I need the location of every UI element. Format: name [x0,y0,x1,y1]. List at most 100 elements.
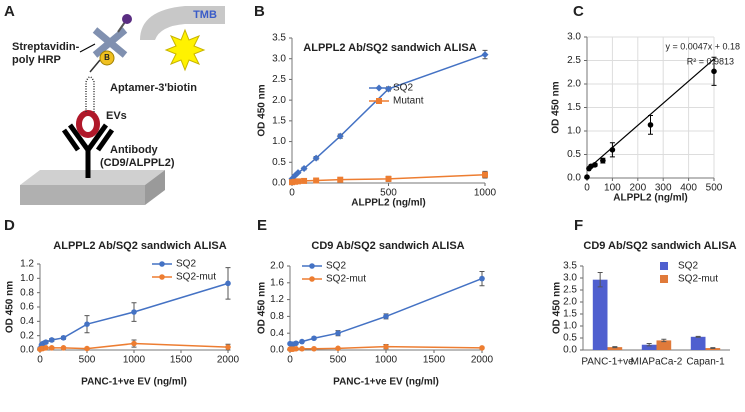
y-axis-label: OD 450 nm [257,84,268,136]
x-tick-label: 2000 [471,355,494,366]
x-tick-label: 1000 [375,355,398,366]
point [337,176,344,183]
point [479,275,485,282]
x-axis-label: PANC-1+ve EV (ng/ml) [81,377,187,388]
error-bar [695,335,701,338]
y-tick-label: 2.5 [567,55,581,66]
biotin-label: B [104,53,110,62]
point [131,340,137,347]
point [312,154,320,162]
x-tick-label: 100 [604,183,621,194]
x-axis-label: ALPPL2 (ng/ml) [613,193,687,204]
ev [76,110,100,138]
point [711,68,717,75]
y-tick-label: 1.6 [270,277,284,288]
pointer [79,43,96,53]
reagent-label: TMB [193,9,217,21]
point [289,179,295,186]
y-tick-label: 3.5 [272,33,286,44]
x-tick-label: 300 [655,183,672,194]
y-tick-label: 1.5 [272,115,286,126]
legend-marker [375,84,383,92]
chart-title: ALPPL2 Ab/SQ2 sandwich ALISA [303,42,476,54]
point [336,132,344,140]
x-tick-label: 500 [79,355,96,366]
panel-label: E [257,217,267,234]
y-tick-label: 0.8 [20,287,34,298]
bar [592,279,608,350]
point [481,51,489,59]
point [301,177,308,184]
streptavidin [92,27,128,58]
error-bar [612,346,618,349]
point [335,345,341,352]
hrp-link [117,21,126,33]
point [48,345,55,351]
legend-marker [309,263,315,269]
y-tick-label: 0.5 [567,149,581,160]
annotation: R² = 0.9813 [687,56,734,66]
legend-label: SQ2-mut [326,274,366,285]
x-tick-label: 400 [680,183,697,194]
point [131,309,137,315]
panel-label: C [573,3,584,20]
aptamer [85,76,95,112]
x-tick-label: 1500 [170,355,193,366]
legend-marker [309,276,315,282]
y-tick-label: 2.0 [272,95,286,106]
antibody-label: Antibody [110,144,159,156]
y-tick-label: 0.0 [567,173,581,184]
y-tick-label: 2.5 [272,74,286,85]
y-tick-label: 3.0 [567,32,581,43]
trendline [586,58,715,170]
schematic: A B TMB Streptavidin- poly HRP Aptamer-3… [4,3,225,205]
y-tick-label: 0.0 [20,345,34,356]
point [383,313,389,320]
point [592,162,598,168]
y-tick-label: 0.4 [270,328,284,339]
bar [641,344,657,350]
y-tick-label: 1.2 [270,294,284,305]
y-tick-label: 2.5 [563,285,577,296]
point [311,345,317,352]
legend-swatch [660,262,668,270]
y-tick-label: 0.0 [270,345,284,356]
x-tick-label: 0 [37,355,43,366]
point [385,85,392,93]
point [311,335,317,342]
x-tick-label: 500 [380,188,397,199]
x-tick-label: 200 [629,183,646,194]
y-tick-label: 1.5 [563,309,577,320]
x-tick-label: 0 [289,188,295,199]
y-axis-label: OD 450 nm [551,81,562,133]
point [383,343,389,350]
chart-title: CD9 Ab/SQ2 sandwich ALISA [311,240,464,252]
y-tick-label: 1.0 [272,136,286,147]
chart-title: ALPPL2 Ab/SQ2 sandwich ALISA [53,240,226,252]
panel-label: B [254,3,265,20]
line [291,53,486,180]
y-tick-label: 0.5 [272,157,286,168]
error-bar [646,343,652,347]
legend-label: SQ2-mut [176,272,216,283]
bar [656,340,672,350]
y-tick-label: 1.0 [567,126,581,137]
legend-label: Mutant [393,96,424,107]
y-tick-label: 1.5 [567,102,581,113]
legend-marker [376,98,382,104]
point [294,169,302,177]
linker [89,59,101,73]
point [300,165,308,172]
point [295,178,302,185]
legend-marker [159,274,165,280]
panel-label: A [4,3,15,20]
point [479,345,485,351]
error-bar [661,338,667,343]
biotin [99,50,115,66]
y-tick-label: 0.6 [20,302,34,313]
panel-label: D [4,217,15,234]
y-axis-label: OD 450 nm [5,281,16,333]
y-tick-label: 0.8 [270,311,284,322]
legend-label: SQ2 [393,83,413,94]
point [299,345,305,352]
